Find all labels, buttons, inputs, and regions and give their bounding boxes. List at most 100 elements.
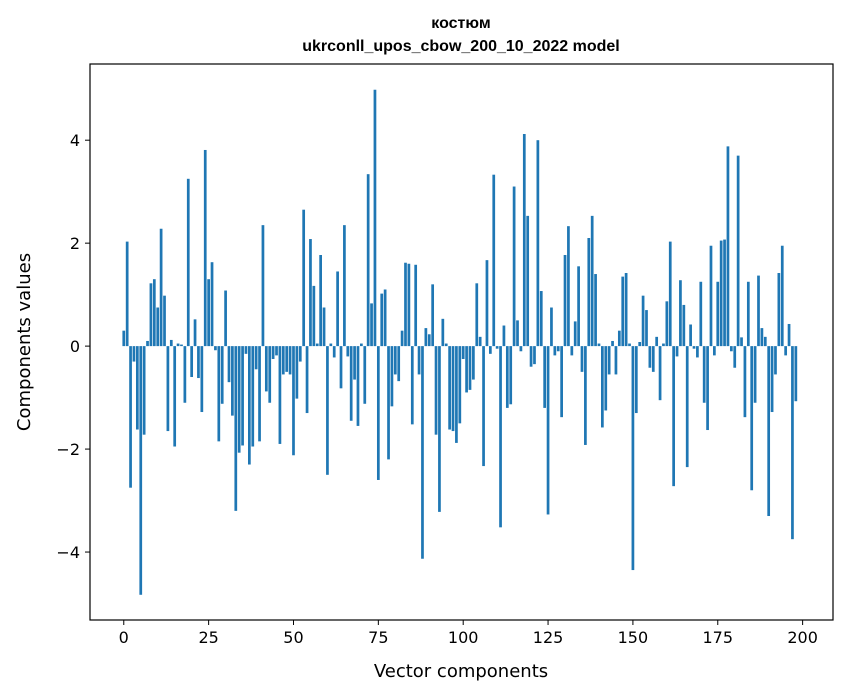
bar-117 — [519, 346, 523, 352]
x-tick-label: 25 — [198, 628, 218, 647]
bar-174 — [713, 346, 716, 356]
bar-106 — [482, 346, 485, 467]
bar-107 — [485, 260, 489, 347]
bar-25 — [207, 279, 210, 347]
bar-53 — [302, 209, 306, 347]
bar-65 — [343, 225, 346, 347]
bar-177 — [723, 239, 726, 347]
bar-42 — [264, 346, 268, 392]
plot-frame — [89, 63, 834, 621]
bar-116 — [516, 320, 519, 347]
bar-182 — [740, 337, 743, 347]
bar-4 — [135, 346, 139, 430]
bar-180 — [733, 346, 737, 368]
bar-37 — [248, 346, 251, 465]
bar-102 — [468, 346, 472, 390]
bar-85 — [410, 346, 414, 425]
bar-17 — [180, 344, 183, 347]
bar-137 — [587, 238, 591, 347]
bar-47 — [281, 346, 285, 375]
bar-94 — [441, 318, 445, 347]
bar-63 — [336, 271, 339, 347]
x-tick-label: 50 — [283, 628, 303, 647]
bar-176 — [719, 240, 723, 347]
bar-90 — [427, 334, 431, 347]
bar-40 — [258, 346, 261, 442]
bar-13 — [166, 346, 170, 432]
y-axis-ticks: −4 −2 0 2 4 — [56, 131, 90, 562]
bar-119 — [526, 215, 530, 347]
x-tick-label: 0 — [119, 628, 129, 647]
bar-3 — [132, 346, 136, 362]
bar-158 — [658, 346, 662, 401]
bar-115 — [512, 186, 516, 347]
bar-48 — [285, 346, 289, 372]
bar-194 — [780, 245, 784, 347]
bar-178 — [726, 146, 730, 347]
bar-1 — [125, 241, 129, 347]
bar-73 — [370, 303, 373, 347]
bar-87 — [417, 346, 421, 375]
bar-88 — [421, 346, 424, 559]
bar-173 — [709, 245, 713, 347]
bar-118 — [522, 134, 526, 347]
bar-149 — [628, 343, 631, 347]
bar-2 — [129, 346, 132, 488]
bar-141 — [601, 346, 604, 428]
bar-35 — [241, 346, 244, 446]
bar-81 — [397, 346, 401, 382]
bar-6 — [142, 346, 146, 435]
bar-52 — [298, 346, 302, 362]
bar-113 — [505, 346, 509, 408]
bar-193 — [777, 273, 781, 347]
bar-188 — [760, 328, 764, 347]
bar-77 — [383, 289, 387, 347]
y-tick-label: 0 — [70, 337, 80, 356]
bar-123 — [539, 291, 543, 347]
bar-93 — [438, 346, 441, 512]
bar-163 — [675, 346, 679, 357]
bar-122 — [536, 140, 540, 347]
bar-192 — [774, 346, 777, 375]
bar-9 — [152, 279, 156, 347]
bar-169 — [696, 346, 699, 358]
bar-170 — [699, 281, 703, 347]
x-tick-label: 150 — [618, 628, 649, 647]
bar-129 — [560, 346, 563, 418]
bar-70 — [360, 343, 363, 347]
bar-66 — [346, 346, 350, 357]
bar-111 — [499, 346, 502, 528]
bar-186 — [753, 346, 757, 403]
bar-75 — [376, 346, 380, 480]
bar-32 — [231, 346, 234, 416]
bar-43 — [268, 346, 272, 403]
bar-50 — [292, 346, 295, 456]
bar-172 — [706, 346, 709, 431]
bar-84 — [407, 263, 411, 347]
bar-12 — [163, 295, 166, 347]
bar-68 — [353, 346, 356, 380]
bar-195 — [784, 346, 788, 356]
bar-58 — [319, 255, 322, 347]
bar-145 — [614, 346, 618, 375]
bar-79 — [390, 346, 394, 407]
bar-162 — [672, 346, 675, 487]
x-tick-label: 175 — [702, 628, 733, 647]
bar-196 — [787, 323, 791, 347]
bar-138 — [590, 215, 594, 347]
x-tick-label: 200 — [787, 628, 818, 647]
y-tick-label: −4 — [56, 543, 80, 562]
bar-157 — [655, 336, 659, 347]
x-axis-ticks: 0 25 50 75 100 125 150 175 200 — [119, 620, 818, 647]
bar-30 — [224, 290, 227, 347]
y-tick-label: 2 — [70, 234, 80, 253]
bar-101 — [465, 346, 468, 393]
bar-44 — [271, 346, 275, 359]
bar-20 — [190, 346, 194, 378]
bar-133 — [573, 321, 577, 347]
bar-140 — [597, 343, 601, 347]
bar-185 — [750, 346, 754, 491]
bar-45 — [275, 346, 278, 356]
bar-36 — [244, 346, 248, 354]
